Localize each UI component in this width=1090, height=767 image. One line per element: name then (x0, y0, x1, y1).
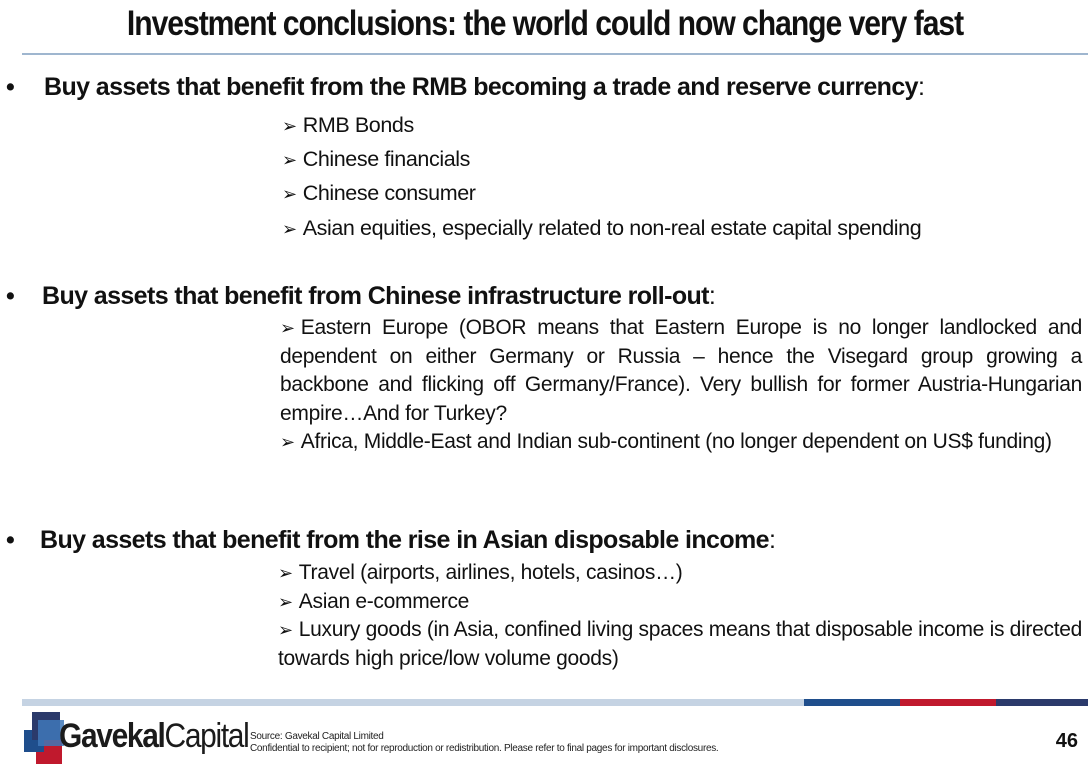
arrow-bullet-icon: ➢ (280, 432, 295, 452)
list-item: ➢ Luxury goods (in Asia, confined living … (278, 618, 1082, 670)
arrow-bullet-icon: ➢ (282, 219, 297, 239)
bullet-icon: • (6, 73, 15, 101)
list-item: ➢ Asian equities, especially related to n… (282, 216, 922, 240)
list-item: ➢ Chinese financials (282, 147, 470, 171)
arrow-bullet-icon: ➢ (282, 184, 297, 204)
section-2-heading-text: Buy assets that benefit from Chinese inf… (42, 282, 710, 310)
disclaimer-line: Confidential to recipient; not for repro… (250, 743, 719, 754)
arrow-bullet-icon: ➢ (282, 150, 297, 170)
arrow-bullet-icon: ➢ (280, 318, 295, 338)
list-item: ➢ RMB Bonds (282, 113, 414, 137)
title-divider (22, 53, 1088, 55)
section-2-heading: • Buy assets that benefit from Chinese i… (6, 282, 716, 310)
arrow-bullet-icon: ➢ (278, 591, 293, 612)
company-logo-text: GavekalCapital (59, 717, 250, 755)
arrow-bullet-icon: ➢ (278, 620, 293, 640)
footer-source: Source: Gavekal Capital Limited Confiden… (250, 731, 719, 755)
list-item: ➢ Asian e-commerce (278, 588, 1082, 617)
list-item: ➢ Africa, Middle-East and Indian sub-cont… (280, 428, 1082, 457)
section-2-body: ➢ Eastern Europe (OBOR means that Eastern… (280, 314, 1082, 457)
section-3-heading: • Buy assets that benefit from the rise … (6, 526, 776, 554)
list-item: ➢ Travel (airports, airlines, hotels, cas… (278, 559, 1082, 588)
section-3-body: ➢ Travel (airports, airlines, hotels, cas… (278, 559, 1082, 673)
list-item: ➢ Eastern Europe (OBOR means that Eastern… (280, 316, 1082, 425)
footer-bar-red (900, 699, 996, 706)
section-1-heading: • Buy assets that benefit from the RMB b… (6, 73, 925, 101)
footer-bar-navy (996, 699, 1088, 706)
list-item: ➢ Chinese consumer (282, 181, 476, 205)
footer-bar-light (22, 699, 804, 706)
bullet-icon: • (6, 526, 15, 554)
footer-bar-blue (804, 699, 900, 706)
bullet-icon: • (6, 282, 15, 310)
gavekal-logo-icon (24, 712, 64, 764)
arrow-bullet-icon: ➢ (282, 116, 297, 136)
source-line: Source: Gavekal Capital Limited (250, 731, 384, 742)
section-1-heading-text: Buy assets that benefit from the RMB bec… (44, 73, 919, 101)
slide-title: Investment conclusions: the world could … (126, 4, 964, 43)
page-number: 46 (1055, 730, 1078, 752)
section-3-heading-text: Buy assets that benefit from the rise in… (40, 526, 770, 554)
arrow-bullet-icon: ➢ (278, 563, 293, 583)
